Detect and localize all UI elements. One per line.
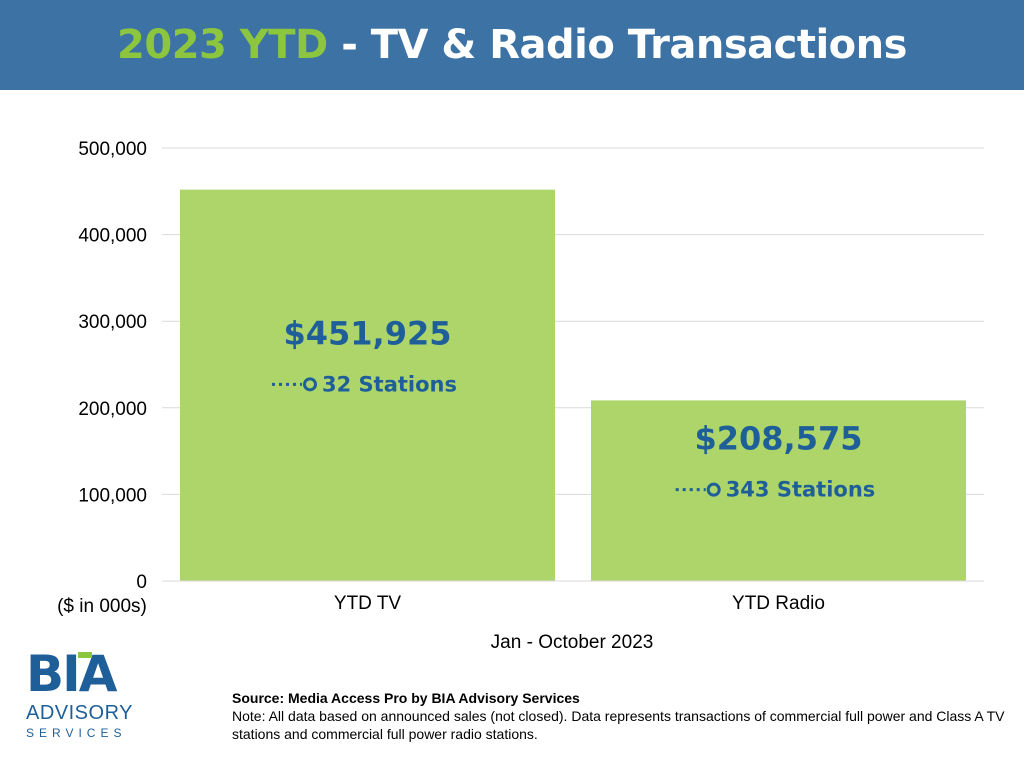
bar-ytd-radio: [591, 400, 966, 581]
y-axis-label: ($ in 000s): [57, 596, 147, 617]
bia-logo: BIA ADVISORY SERVICES: [26, 648, 156, 748]
header-banner: 2023 YTD - TV & Radio Transactions: [0, 0, 1024, 90]
page-title-accent: 2023 YTD: [117, 22, 328, 68]
logo-accent-bar: [78, 652, 92, 658]
marker-icon: [303, 377, 318, 392]
x-tick-label: YTD Radio: [732, 593, 825, 614]
logo-wordmark: BIA: [26, 645, 117, 703]
y-tick-label: 100,000: [78, 485, 147, 506]
footer: Source: Media Access Pro by BIA Advisory…: [232, 689, 1012, 743]
source-text: Source: Media Access Pro by BIA Advisory…: [232, 690, 580, 706]
bar-ytd-tv: [180, 189, 555, 582]
x-axis-label: Jan - October 2023: [491, 632, 654, 653]
y-tick-label: 0: [136, 572, 147, 593]
data-label: $451,925: [283, 314, 451, 352]
logo-services: SERVICES: [26, 726, 127, 740]
bar-chart: 0 100,000 200,000 300,000 400,000 500,000 $451…: [57, 139, 984, 653]
data-label: $208,575: [694, 420, 862, 458]
station-label: 343 Stations: [726, 478, 876, 502]
y-tick-label: 200,000: [78, 399, 147, 420]
note-text: Note: All data based on announced sales …: [232, 708, 1005, 742]
logo-advisory: ADVISORY: [26, 702, 133, 724]
station-label: 32 Stations: [322, 372, 457, 396]
page-title: 2023 YTD - TV & Radio Transactions: [117, 22, 907, 68]
y-tick-label: 300,000: [78, 312, 147, 333]
page-title-rest: - TV & Radio Transactions: [327, 22, 907, 68]
x-tick-label: YTD TV: [334, 593, 402, 614]
y-tick-label: 500,000: [78, 139, 147, 160]
marker-icon: [706, 482, 721, 497]
y-tick-label: 400,000: [78, 226, 147, 247]
